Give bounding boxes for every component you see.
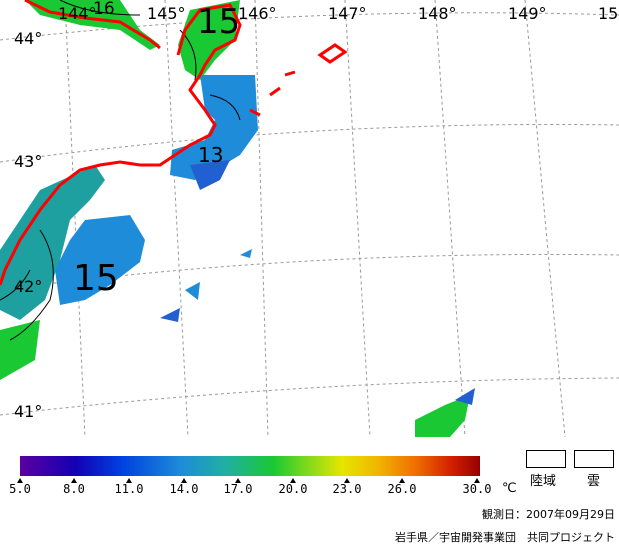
tick-26 xyxy=(399,478,405,483)
scale-label-26: 26.0 xyxy=(387,482,417,496)
cloud-key-label: 雲 xyxy=(587,474,601,489)
sst-data-overlay xyxy=(0,0,475,437)
lon-label-147: 147° xyxy=(328,4,367,23)
tick-5 xyxy=(17,478,23,483)
lon-label-146: 146° xyxy=(238,4,277,23)
contour-label-13: 13 xyxy=(198,143,223,167)
contour-label-16: 16 xyxy=(93,0,115,19)
lon-label-145: 145° xyxy=(147,4,186,23)
temperature-color-scale xyxy=(20,456,480,476)
land-key-label: 陸域 xyxy=(530,474,557,489)
land-key-box xyxy=(526,450,566,468)
scale-label-17: 17.0 xyxy=(223,482,253,496)
scale-label-20: 20.0 xyxy=(278,482,308,496)
cloud-key-box xyxy=(574,450,614,468)
lon-label-144: 144° xyxy=(58,4,97,23)
lat-label-41: 41° xyxy=(14,402,42,421)
sea-surface-temperature-map: 44° 43° 42° 41° 144° 145° 146° 147° 148°… xyxy=(0,0,619,437)
contour-label-15-south: 15 xyxy=(73,258,119,299)
scale-label-23: 23.0 xyxy=(332,482,362,496)
scale-label-8: 8.0 xyxy=(63,482,85,496)
scale-label-11: 11.0 xyxy=(114,482,144,496)
lon-label-150: 15 xyxy=(598,4,618,23)
scale-label-14: 14.0 xyxy=(169,482,199,496)
credit-line: 岩手県／宇宙開発事業団 共同プロジェクト xyxy=(395,531,615,544)
tick-8 xyxy=(71,478,77,483)
tick-14 xyxy=(181,478,187,483)
tick-11 xyxy=(126,478,132,483)
tick-30 xyxy=(474,478,480,483)
lon-label-149: 149° xyxy=(508,4,547,23)
observation-date: 観測日：2007年09月29日 xyxy=(482,508,615,521)
lat-label-44: 44° xyxy=(14,29,42,48)
graticule xyxy=(0,0,619,437)
lat-label-42: 42° xyxy=(14,277,42,296)
scale-label-5: 5.0 xyxy=(9,482,31,496)
scale-label-30: 30.0 xyxy=(462,482,492,496)
tick-20 xyxy=(290,478,296,483)
tick-23 xyxy=(344,478,350,483)
coastline xyxy=(0,0,348,286)
contour-label-15-north: 15 xyxy=(197,2,240,42)
lon-label-148: 148° xyxy=(418,4,457,23)
unit-label: ℃ xyxy=(502,481,517,496)
lat-label-43: 43° xyxy=(14,152,42,171)
tick-17 xyxy=(235,478,241,483)
